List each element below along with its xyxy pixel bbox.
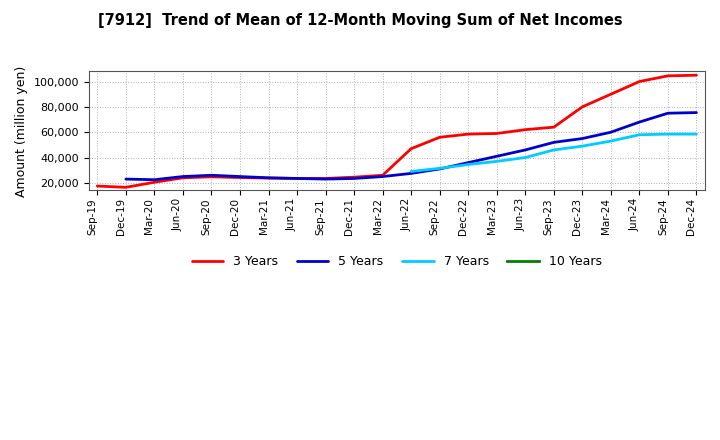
- 5 Years: [207, 172, 216, 178]
- 7 Years: [549, 147, 558, 153]
- 7 Years: [635, 132, 644, 137]
- 5 Years: [378, 174, 387, 179]
- 5 Years: [436, 166, 444, 172]
- 5 Years: [179, 174, 187, 179]
- 3 Years: [635, 79, 644, 84]
- 7 Years: [521, 155, 530, 160]
- 5 Years: [122, 176, 130, 182]
- 5 Years: [664, 110, 672, 116]
- 5 Years: [606, 129, 615, 135]
- 5 Years: [635, 119, 644, 125]
- 5 Years: [407, 171, 415, 176]
- 5 Years: [235, 174, 244, 179]
- 3 Years: [264, 176, 273, 181]
- 5 Years: [521, 147, 530, 153]
- 7 Years: [606, 139, 615, 144]
- 3 Years: [664, 73, 672, 78]
- 3 Years: [436, 135, 444, 140]
- 5 Years: [549, 140, 558, 145]
- 3 Years: [578, 104, 587, 110]
- 5 Years: [692, 110, 701, 115]
- 3 Years: [122, 185, 130, 190]
- Line: 3 Years: 3 Years: [97, 75, 696, 187]
- 3 Years: [293, 176, 302, 181]
- 3 Years: [549, 125, 558, 130]
- 7 Years: [464, 162, 472, 167]
- 7 Years: [578, 143, 587, 149]
- 7 Years: [664, 132, 672, 137]
- 3 Years: [606, 92, 615, 97]
- 3 Years: [492, 131, 501, 136]
- Line: 5 Years: 5 Years: [126, 113, 696, 180]
- 3 Years: [235, 175, 244, 180]
- 7 Years: [407, 169, 415, 174]
- 3 Years: [521, 127, 530, 132]
- 3 Years: [93, 183, 102, 189]
- Legend: 3 Years, 5 Years, 7 Years, 10 Years: 3 Years, 5 Years, 7 Years, 10 Years: [187, 250, 607, 273]
- 5 Years: [321, 176, 330, 182]
- Line: 7 Years: 7 Years: [411, 134, 696, 172]
- 7 Years: [436, 166, 444, 171]
- 5 Years: [350, 176, 359, 181]
- 5 Years: [150, 177, 158, 182]
- 3 Years: [350, 175, 359, 180]
- 3 Years: [407, 146, 415, 151]
- 5 Years: [492, 154, 501, 159]
- 7 Years: [492, 159, 501, 164]
- 3 Years: [150, 180, 158, 185]
- 5 Years: [293, 176, 302, 181]
- 5 Years: [578, 136, 587, 141]
- 5 Years: [264, 175, 273, 180]
- 3 Years: [378, 172, 387, 178]
- Y-axis label: Amount (million yen): Amount (million yen): [15, 65, 28, 197]
- 5 Years: [464, 160, 472, 165]
- 3 Years: [207, 174, 216, 180]
- 7 Years: [692, 132, 701, 137]
- 3 Years: [321, 176, 330, 181]
- 3 Years: [692, 73, 701, 78]
- 3 Years: [179, 175, 187, 180]
- Text: [7912]  Trend of Mean of 12-Month Moving Sum of Net Incomes: [7912] Trend of Mean of 12-Month Moving …: [98, 13, 622, 28]
- 3 Years: [464, 132, 472, 137]
